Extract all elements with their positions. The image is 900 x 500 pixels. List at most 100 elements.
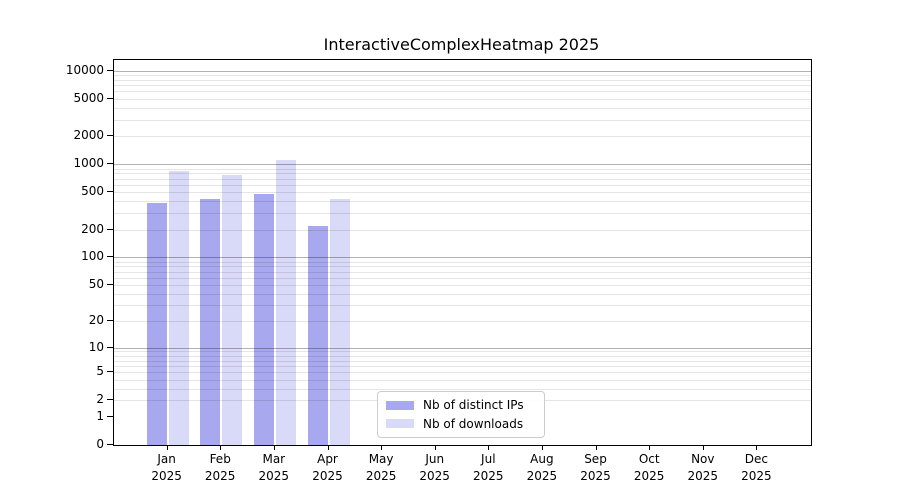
x-tick-label: Jan 2025 [135,451,199,485]
legend-row-downloads: Nb of downloads [386,417,536,431]
legend-swatch-downloads [386,419,414,429]
gridline-minor [114,294,811,296]
legend-swatch-distinct-ips [386,400,414,410]
y-tick-label: 1 [96,408,104,423]
gridline-minor [114,98,811,100]
y-tick [107,191,113,193]
y-tick [107,284,113,286]
x-tick-month: Apr [317,452,338,466]
y-tick-label: 50 [88,277,104,292]
gridline-minor [114,365,811,367]
gridline-major [114,347,811,349]
gridline-minor [114,261,811,263]
gridline-minor [114,355,811,357]
legend-label-downloads: Nb of downloads [423,416,524,431]
gridline-minor [114,379,811,381]
x-tick-month: Sep [584,452,607,466]
y-tick-label: 5000 [73,90,104,105]
gridline-minor [114,213,811,214]
y-tick-label: 20 [88,313,104,328]
x-tick-label: Aug 2025 [510,451,574,485]
x-tick [381,445,383,450]
y-tick [107,320,113,322]
gridline-minor [114,360,811,362]
y-tick-label: 2000 [73,128,104,143]
gridline-minor [114,119,811,121]
gridline-minor [114,372,811,374]
y-tick [107,97,113,99]
gridline-minor [114,178,811,180]
x-tick [166,445,168,450]
x-tick [488,445,490,450]
gridline-minor [114,136,811,138]
gridline-minor [114,351,811,353]
gridline-major [114,257,811,259]
x-tick-year: 2025 [741,469,772,483]
x-tick-year: 2025 [204,469,236,483]
y-tick-label: 1000 [73,156,104,171]
x-tick-label: Feb 2025 [188,451,252,485]
x-tick-label: Jun 2025 [403,451,467,485]
y-tick [107,135,113,137]
x-tick-month: Oct [638,452,660,466]
x-tick-label: Oct 2025 [617,451,681,485]
y-tick-label: 10000 [65,62,104,77]
x-tick-month: Jun [425,452,445,466]
bar-downloads [275,160,296,445]
y-tick [107,256,113,258]
chart-title: InteractiveComplexHeatmap 2025 [323,35,600,54]
y-tick-label: 5 [96,364,104,379]
y-tick [107,415,113,417]
x-tick [541,445,543,450]
gridline-minor [114,388,811,390]
gridline-minor [114,79,811,81]
gridline-minor [114,321,811,323]
x-tick-month: May [368,452,394,466]
x-tick [649,445,651,450]
x-tick-label: Sep 2025 [564,451,628,485]
bar-distinct-ips [200,198,221,445]
y-tick-label: 200 [81,221,104,236]
y-tick-label: 500 [81,184,104,199]
x-tick-month: Jan [157,452,176,466]
gridline-minor [114,85,811,87]
x-tick-label: Dec 2025 [724,451,788,485]
y-tick [107,228,113,230]
plot-area [113,59,812,446]
x-tick-year: 2025 [473,469,504,483]
bar-downloads [168,170,189,445]
gridline-minor [114,168,811,170]
x-tick [434,445,436,450]
x-tick-label: Mar 2025 [242,451,306,485]
legend: Nb of distinct IPs Nb of downloads [377,391,545,438]
x-tick-year: 2025 [526,469,558,483]
y-tick [107,444,113,445]
y-tick [107,346,113,348]
x-tick-year: 2025 [633,469,665,483]
legend-label-distinct-ips: Nb of distinct IPs [423,398,524,413]
x-tick-year: 2025 [312,469,343,483]
x-tick-month: Nov [691,452,715,466]
x-tick-month: Mar [262,452,286,466]
gridline-minor [114,271,811,273]
x-tick [327,445,329,450]
x-tick [273,445,275,450]
y-tick [107,399,113,401]
gridline-minor [114,277,811,279]
gridline-minor [114,192,811,194]
gridline-major [114,164,811,166]
gridline-minor [114,107,811,109]
bar-distinct-ips [253,194,274,445]
gridline-minor [114,201,811,203]
x-tick-year: 2025 [687,469,719,483]
x-tick-month: Aug [530,452,554,466]
y-tick-label: 0 [96,437,104,451]
x-tick-year: 2025 [419,469,450,483]
gridline-minor [114,266,811,268]
gridline-minor [114,173,811,175]
x-tick [220,445,222,450]
y-tick [107,371,113,373]
y-tick [107,69,113,71]
x-tick [756,445,758,450]
